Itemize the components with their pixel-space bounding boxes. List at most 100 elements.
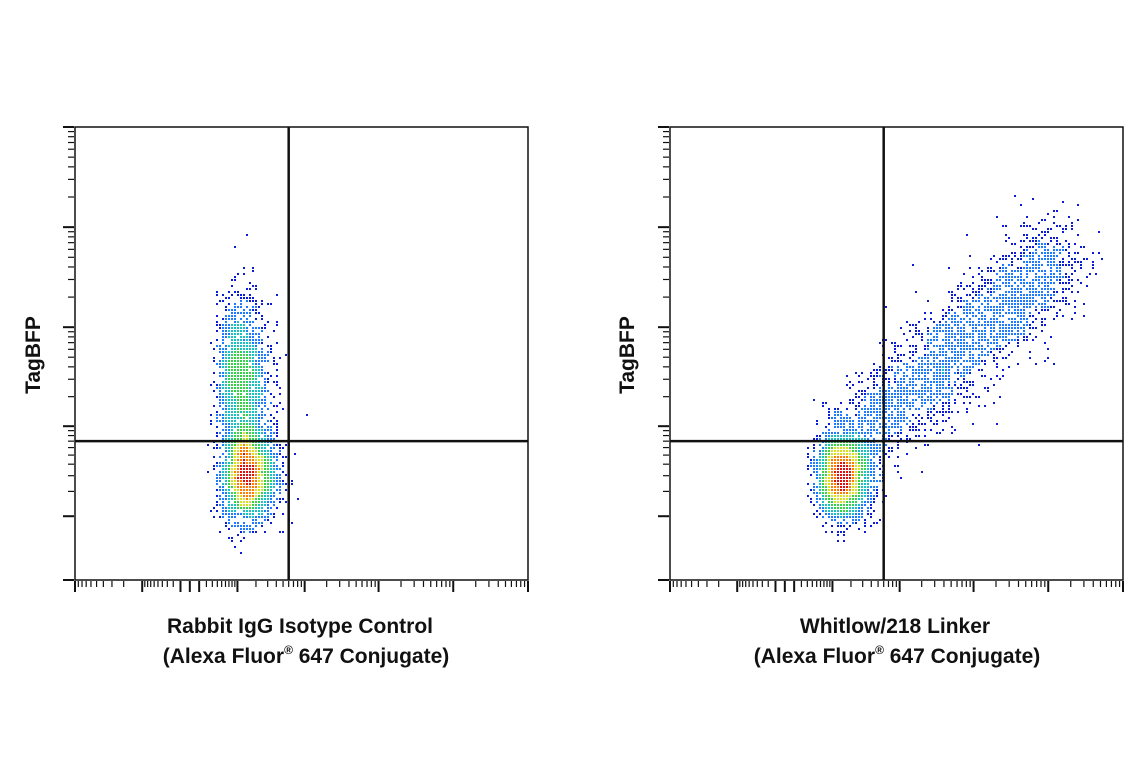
data-point [816,498,818,500]
data-point [915,417,917,419]
data-point [252,438,254,440]
data-point [849,399,851,401]
data-point [933,423,935,425]
data-point [891,357,893,359]
data-point [828,456,830,458]
data-point [885,393,887,395]
data-point [1026,270,1028,272]
data-point [873,495,875,497]
data-point [987,282,989,284]
data-point [873,489,875,491]
data-point [912,429,914,431]
data-point [1032,258,1034,260]
data-point [228,462,230,464]
data-point [219,393,221,395]
data-point [219,396,221,398]
data-point [1038,222,1040,224]
data-point [930,384,932,386]
data-point [846,447,848,449]
data-point [1026,303,1028,305]
data-point [927,345,929,347]
data-point [291,480,293,482]
data-point [1044,342,1046,344]
data-point [258,504,260,506]
data-point [978,309,980,311]
data-point [261,498,263,500]
data-point [222,468,224,470]
data-point [258,354,260,356]
data-point [846,429,848,431]
data-point [954,351,956,353]
data-point [1035,249,1037,251]
data-point [1050,267,1052,269]
data-point [930,363,932,365]
data-point [1005,324,1007,326]
data-point [252,366,254,368]
data-point [972,300,974,302]
data-point [228,405,230,407]
data-point [840,411,842,413]
data-point [876,453,878,455]
data-point [873,417,875,419]
data-point [972,357,974,359]
data-point [1020,225,1022,227]
x-axis-label-line1: Whitlow/218 Linker [800,615,990,638]
data-point [1008,279,1010,281]
data-point [1008,282,1010,284]
data-point [1029,261,1031,263]
data-point [1002,300,1004,302]
data-point [936,393,938,395]
data-point [900,396,902,398]
data-point [279,483,281,485]
data-point [216,363,218,365]
data-point [243,414,245,416]
data-point [264,357,266,359]
data-point [924,399,926,401]
data-point [879,396,881,398]
data-point [1047,309,1049,311]
data-point [900,411,902,413]
data-point [978,324,980,326]
data-point [846,513,848,515]
data-point [1008,291,1010,293]
data-point [1035,309,1037,311]
data-point [1074,258,1076,260]
data-point [249,411,251,413]
data-point [1029,267,1031,269]
data-point [237,372,239,374]
data-point [1020,255,1022,257]
data-point [846,468,848,470]
data-point [243,474,245,476]
data-point [963,306,965,308]
data-point [828,468,830,470]
data-point [255,303,257,305]
data-point [1005,291,1007,293]
data-point [825,447,827,449]
data-point [870,420,872,422]
data-point [1080,282,1082,284]
data-point [951,297,953,299]
data-point [1050,306,1052,308]
data-point [951,333,953,335]
data-point [231,516,233,518]
data-point [942,369,944,371]
data-point [1050,240,1052,242]
data-point [261,426,263,428]
data-point [276,375,278,377]
data-point [993,285,995,287]
data-point [1059,309,1061,311]
data-point [843,426,845,428]
data-point [255,486,257,488]
data-point [264,402,266,404]
data-point [876,432,878,434]
data-point [258,402,260,404]
data-point [261,507,263,509]
data-point [1050,276,1052,278]
data-point [840,477,842,479]
data-point [264,414,266,416]
data-point [858,405,860,407]
data-point [249,402,251,404]
data-point [807,495,809,497]
data-point [969,366,971,368]
data-point [903,393,905,395]
